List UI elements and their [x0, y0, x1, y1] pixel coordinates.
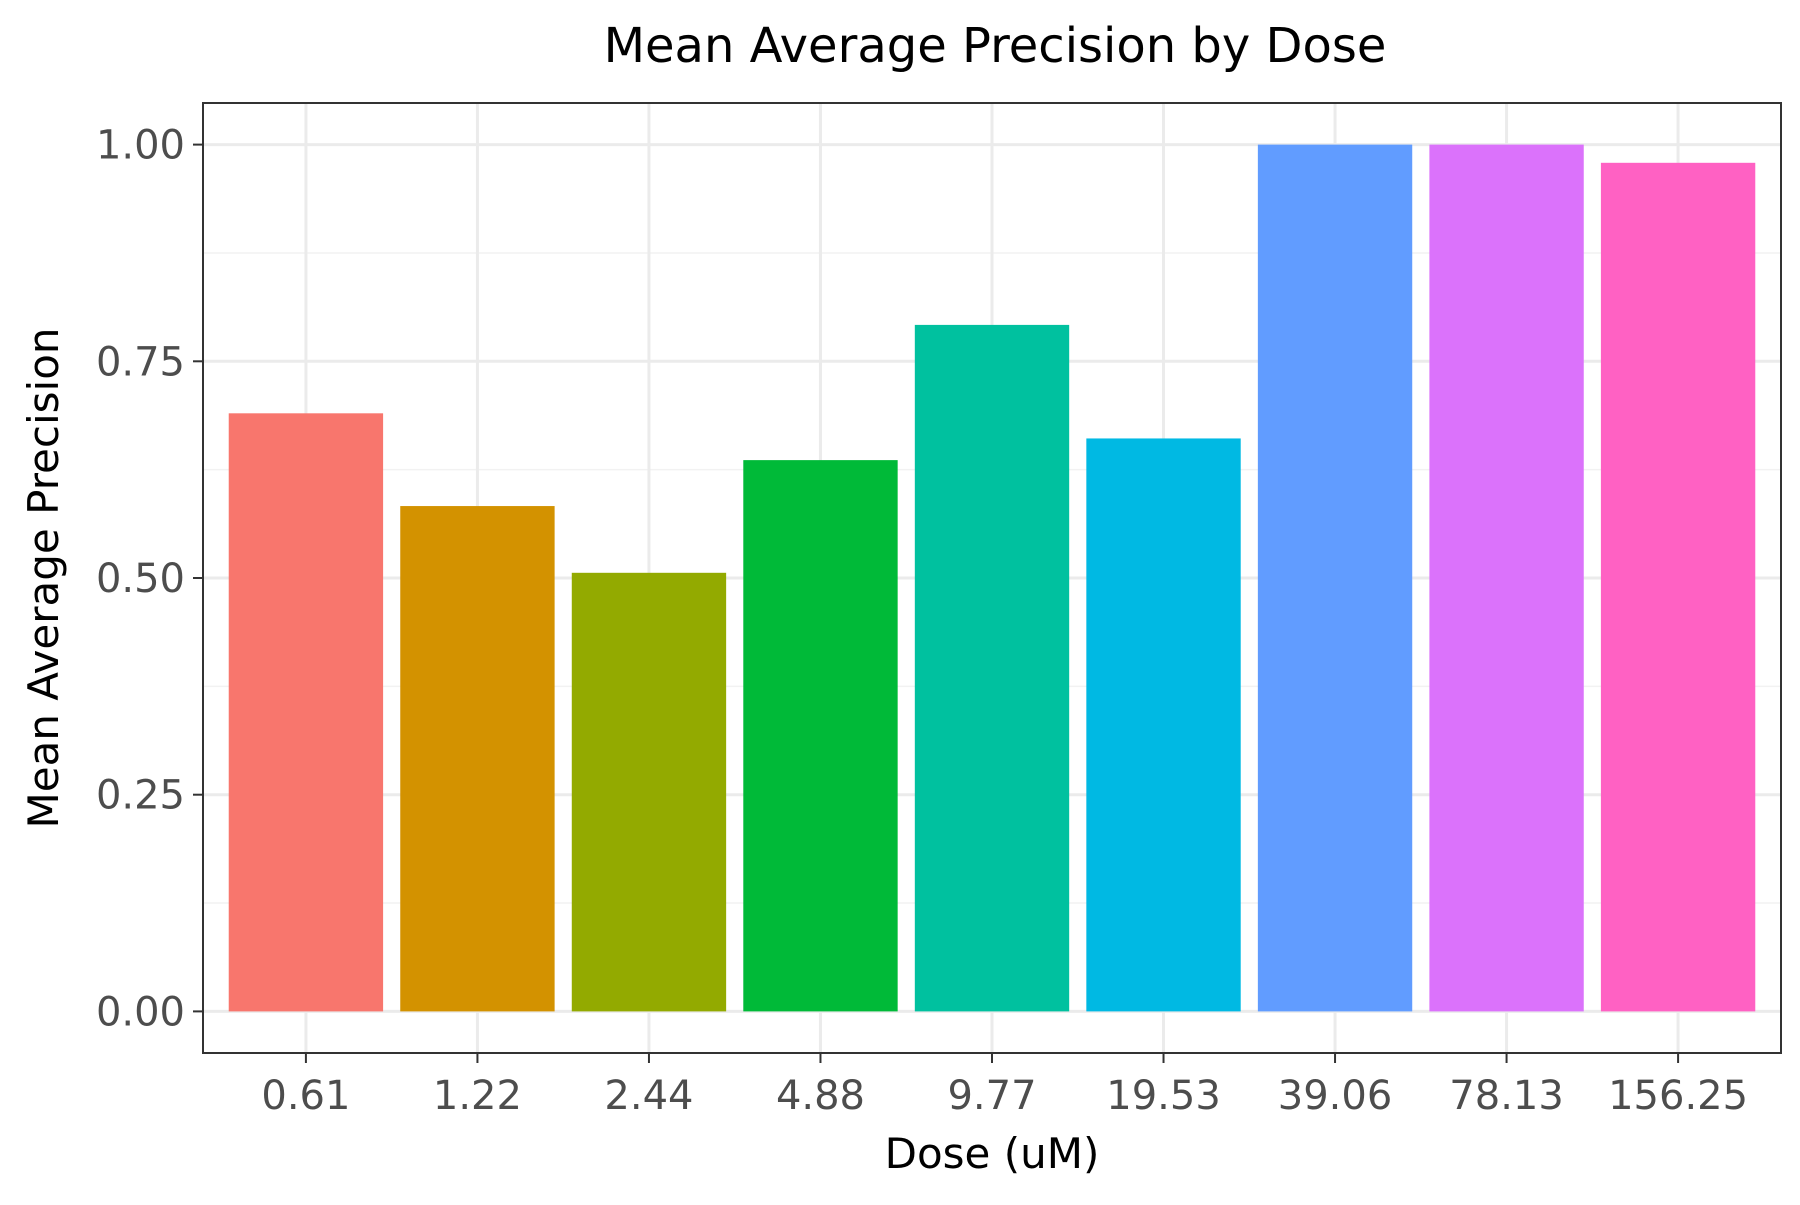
x-tick-label: 0.61 — [261, 1073, 350, 1119]
x-axis-title: Dose (uM) — [885, 1129, 1100, 1178]
y-axis: 0.00 0.25 0.50 0.75 1.00 — [96, 123, 203, 1035]
bar-4.88 — [743, 460, 898, 1012]
x-tick-label: 2.44 — [604, 1073, 693, 1119]
y-tick-label: 0.75 — [96, 339, 185, 385]
bar-19.53 — [1086, 438, 1241, 1012]
y-tick-label: 0.25 — [96, 773, 185, 819]
y-axis-title: Mean Average Precision — [19, 327, 68, 828]
bar-1.22 — [400, 506, 555, 1012]
bar-156.25 — [1600, 162, 1756, 1012]
x-tick-label: 4.88 — [776, 1073, 865, 1119]
x-tick-label: 78.13 — [1449, 1073, 1564, 1119]
bar-78.13 — [1429, 144, 1584, 1012]
bar-39.06 — [1257, 144, 1413, 1012]
bar-0.61 — [228, 413, 384, 1012]
chart-title: Mean Average Precision by Dose — [604, 18, 1387, 74]
bar-9.77 — [914, 324, 1070, 1012]
x-tick-label: 19.53 — [1106, 1073, 1221, 1119]
x-tick-label: 9.77 — [947, 1073, 1036, 1119]
bars — [228, 144, 1756, 1012]
x-axis: 0.61 1.22 2.44 4.88 9.77 19.53 39.06 78.13 156.2… — [261, 1053, 1748, 1119]
y-tick-label: 0.50 — [96, 556, 185, 602]
x-tick-label: 39.06 — [1278, 1073, 1393, 1119]
y-tick-label: 1.00 — [96, 123, 185, 169]
bar-2.44 — [571, 572, 727, 1012]
x-tick-label: 156.25 — [1608, 1073, 1748, 1119]
y-tick-label: 0.00 — [96, 989, 185, 1035]
x-tick-label: 1.22 — [433, 1073, 522, 1119]
